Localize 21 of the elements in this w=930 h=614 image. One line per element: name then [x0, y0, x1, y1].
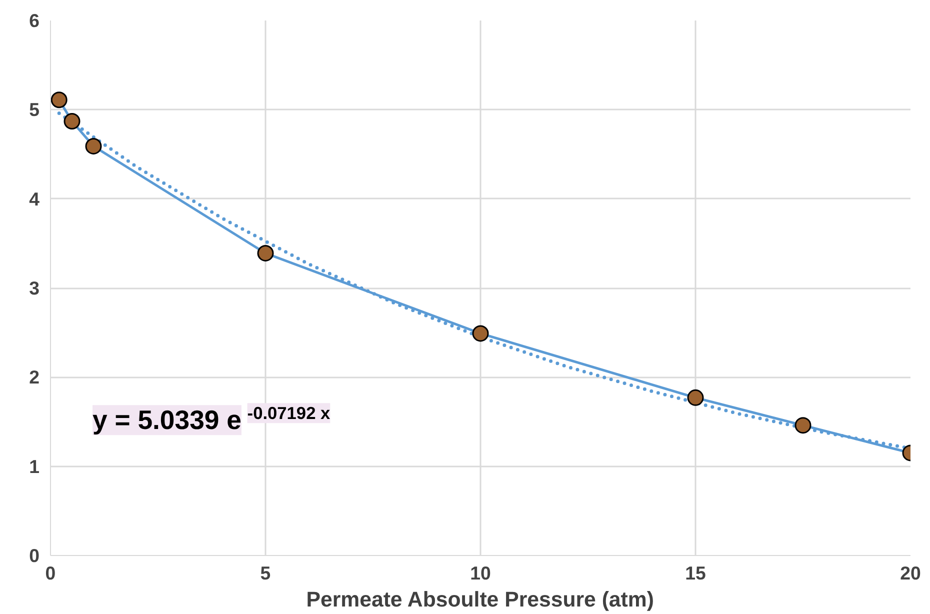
y-tick-label: 0 [29, 545, 40, 566]
point [64, 113, 80, 130]
point [687, 389, 704, 406]
x-tick-label: 20 [900, 562, 921, 584]
x-axis-title: Permeate Absoulte Pressure (atm) [306, 588, 654, 612]
y-tick-label: 4 [29, 188, 40, 210]
point [85, 138, 102, 154]
y-tick-label: 3 [29, 278, 40, 298]
point [257, 244, 274, 262]
y-tick-label: 5 [29, 99, 40, 120]
x-tick-label: 5 [260, 562, 271, 584]
y-tick-label: 1 [29, 456, 40, 477]
x-tick-label: 15 [685, 562, 706, 584]
point [50, 92, 68, 108]
x-tick-label: 10 [470, 562, 491, 584]
x-tick-label: 0 [45, 562, 56, 584]
point [794, 417, 812, 434]
point [472, 325, 489, 342]
annotation: y = 5.0339 e-0.07192 x [92, 403, 331, 436]
y-tick-label: 6 [29, 10, 40, 31]
y-tick-label: 2 [29, 366, 40, 388]
